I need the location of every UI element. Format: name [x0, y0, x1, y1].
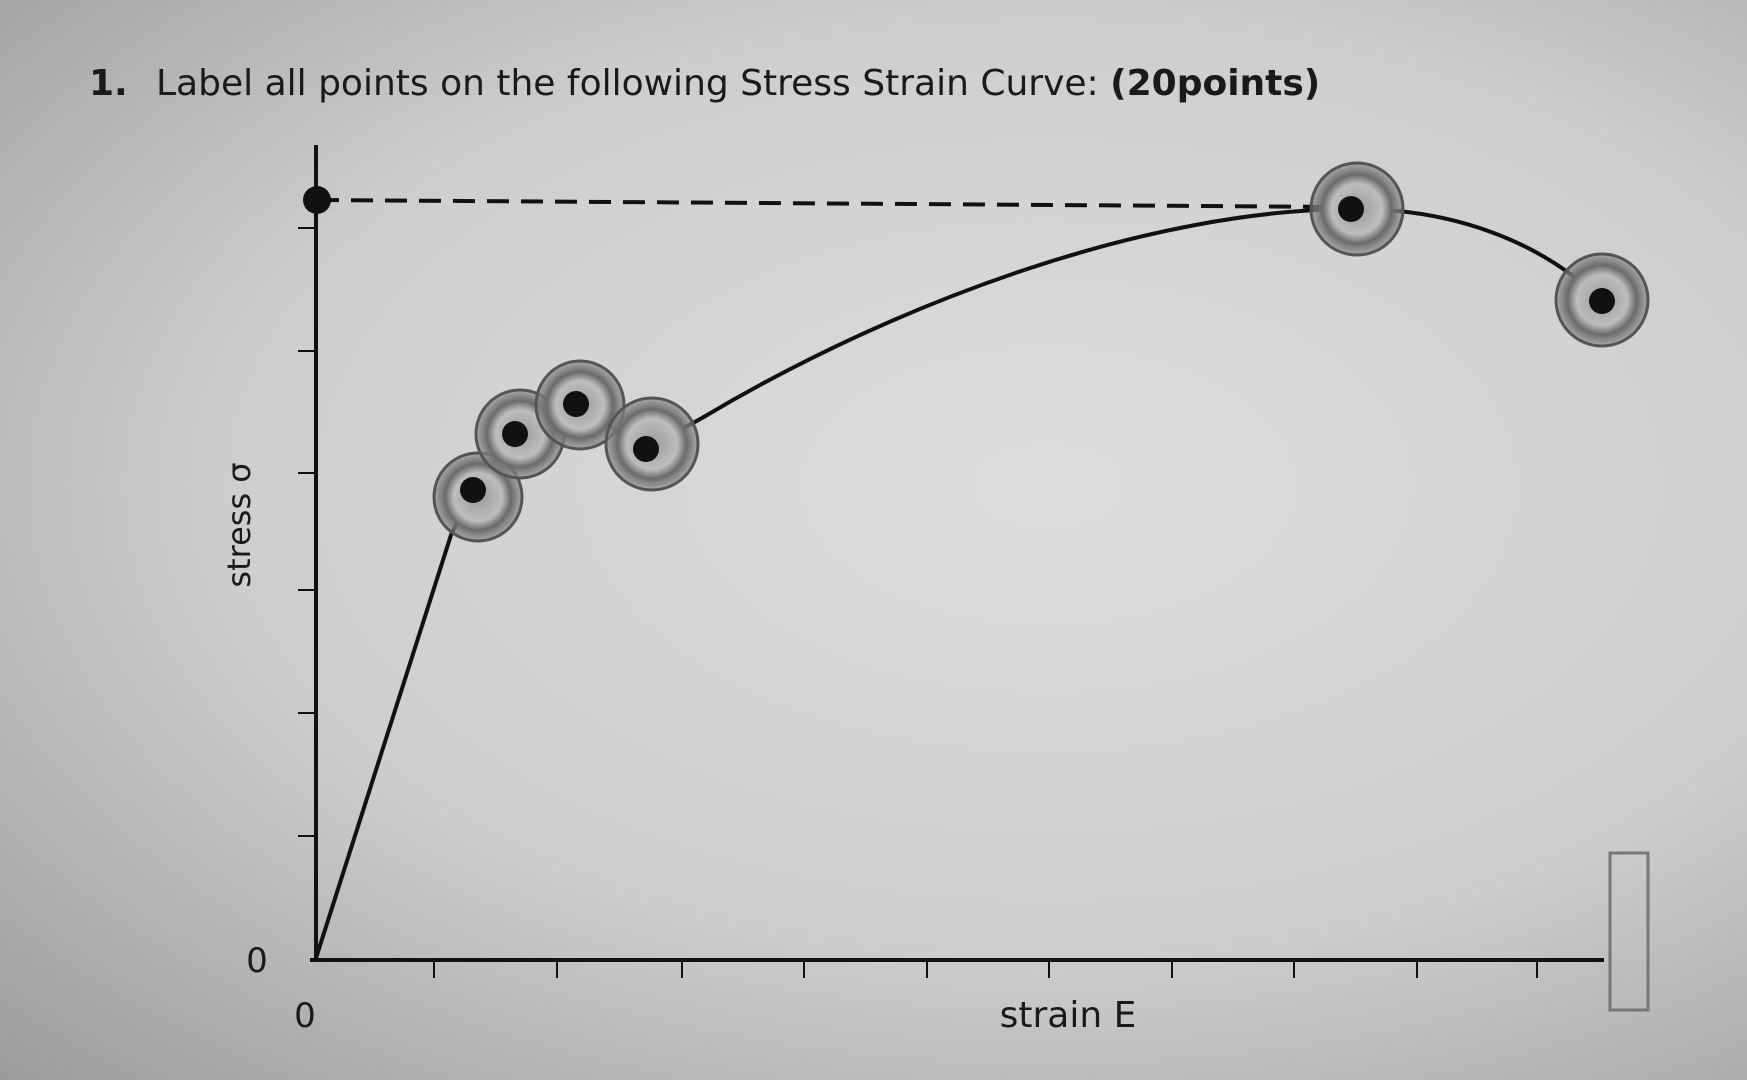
y-ticks: [298, 227, 316, 837]
point: [563, 391, 589, 417]
y-axis-label: stress σ: [220, 462, 258, 587]
question-text: Label all points on the following Stress…: [156, 63, 1320, 104]
question: 1. Label all points on the following Str…: [89, 63, 1320, 104]
point: [633, 436, 659, 462]
diagram: [298, 145, 1650, 1012]
marked-points: [303, 161, 1650, 543]
question-prompt: Label all points on the following Stress…: [156, 63, 1099, 104]
margin-box: [1608, 851, 1650, 1012]
point: [303, 186, 331, 214]
x-ticks: [433, 960, 1538, 978]
stress-strain-curve: [314, 206, 1604, 959]
y-origin-label: 0: [246, 941, 268, 981]
point: [1589, 288, 1615, 314]
point: [460, 477, 486, 503]
x-origin-label: 0: [294, 996, 316, 1036]
point: [1338, 196, 1364, 222]
dashed-line: [316, 198, 1352, 209]
question-points: (20points): [1110, 63, 1320, 104]
x-axis-label: strain E: [1000, 995, 1137, 1036]
point: [502, 421, 528, 447]
question-number: 1.: [89, 63, 128, 104]
